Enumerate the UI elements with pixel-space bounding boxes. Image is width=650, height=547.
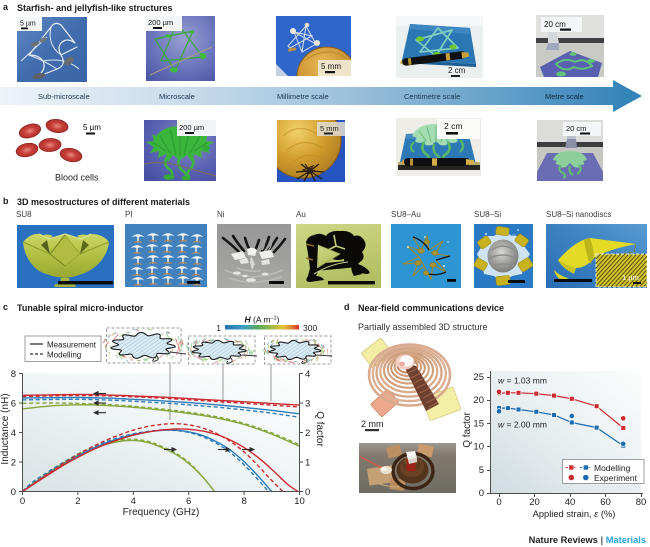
svg-text:5 mm: 5 mm: [321, 62, 341, 71]
svg-text:3: 3: [305, 399, 310, 410]
svg-text:Frequency (GHz): Frequency (GHz): [123, 507, 200, 518]
svg-text:Modelling: Modelling: [594, 463, 631, 473]
svg-text:20: 20: [473, 395, 484, 406]
svg-text:Applied strain, ε (%): Applied strain, ε (%): [533, 509, 616, 519]
svg-text:10: 10: [294, 496, 305, 507]
svg-text:25: 25: [473, 372, 484, 383]
svg-text:2: 2: [75, 496, 80, 507]
svg-text:6: 6: [11, 399, 16, 410]
svg-text:5 mm: 5 mm: [320, 124, 339, 133]
svg-text:Experiment: Experiment: [594, 473, 638, 483]
svg-text:Blood cells: Blood cells: [55, 173, 99, 183]
svg-text:20 cm: 20 cm: [544, 20, 566, 29]
svg-text:0: 0: [496, 497, 501, 508]
svg-text:200 µm: 200 µm: [179, 123, 204, 132]
svg-text:10: 10: [473, 442, 484, 453]
svg-text:w = 2.00 mm: w = 2.00 mm: [498, 420, 547, 430]
svg-text:5 µm: 5 µm: [83, 123, 101, 132]
svg-text:2: 2: [11, 458, 16, 469]
svg-text:15: 15: [473, 418, 484, 429]
svg-text:Q factor: Q factor: [314, 411, 325, 447]
svg-text:4: 4: [11, 428, 16, 439]
svg-text:300: 300: [303, 323, 317, 333]
svg-text:2 mm: 2 mm: [361, 419, 384, 429]
svg-text:200 µm: 200 µm: [148, 18, 173, 27]
svg-text:1: 1: [305, 458, 310, 469]
svg-text:5 µm: 5 µm: [20, 21, 36, 28]
svg-text:Modelling: Modelling: [47, 351, 81, 360]
svg-text:40: 40: [565, 497, 576, 508]
svg-text:w = 1.03 mm: w = 1.03 mm: [498, 376, 547, 386]
svg-text:4: 4: [305, 369, 310, 380]
svg-text:8: 8: [11, 369, 16, 380]
svg-text:6: 6: [186, 496, 191, 507]
svg-text:Q factor: Q factor: [462, 412, 473, 448]
svg-text:80: 80: [636, 497, 647, 508]
svg-text:4: 4: [131, 496, 136, 507]
svg-text:2: 2: [305, 428, 310, 439]
svg-text:Inductance (nH): Inductance (nH): [0, 393, 11, 464]
svg-text:60: 60: [600, 497, 611, 508]
svg-text:20 cm: 20 cm: [566, 124, 586, 133]
svg-text:0: 0: [11, 487, 16, 498]
svg-text:0: 0: [20, 496, 25, 507]
svg-text:20: 20: [529, 497, 540, 508]
svg-text:H (A m–1): H (A m–1): [245, 315, 280, 325]
svg-text:8: 8: [241, 496, 246, 507]
svg-text:1: 1: [216, 323, 221, 333]
svg-text:Measurement: Measurement: [47, 341, 97, 350]
svg-text:5: 5: [479, 465, 484, 476]
svg-text:0: 0: [305, 487, 310, 498]
svg-text:1 µm: 1 µm: [622, 273, 639, 282]
svg-text:0: 0: [479, 488, 484, 499]
svg-text:2 cm: 2 cm: [444, 121, 462, 131]
svg-text:2 cm: 2 cm: [448, 66, 466, 75]
